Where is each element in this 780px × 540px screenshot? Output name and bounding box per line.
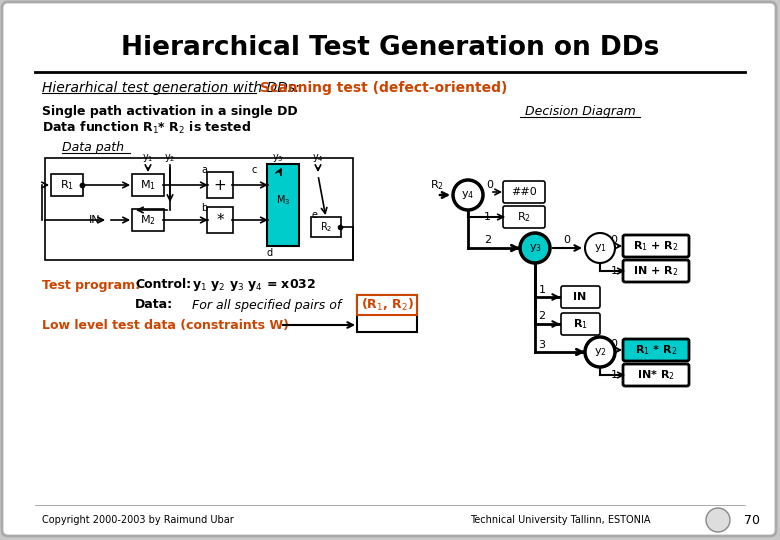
- Text: Low level test data (constraints W): Low level test data (constraints W): [42, 319, 289, 332]
- Text: 0: 0: [563, 235, 570, 245]
- Text: c: c: [252, 165, 257, 175]
- Text: M$_2$: M$_2$: [140, 213, 156, 227]
- Text: Test program:: Test program:: [42, 279, 140, 292]
- FancyBboxPatch shape: [561, 313, 600, 335]
- Text: IN: IN: [573, 292, 587, 302]
- FancyBboxPatch shape: [623, 339, 689, 361]
- Text: 1: 1: [611, 370, 618, 380]
- Text: Data function R$_1$* R$_2$ is tested: Data function R$_1$* R$_2$ is tested: [42, 120, 251, 136]
- FancyBboxPatch shape: [623, 260, 689, 282]
- Text: ##0: ##0: [511, 187, 537, 197]
- FancyBboxPatch shape: [623, 235, 689, 257]
- Text: Single path activation in a single DD: Single path activation in a single DD: [42, 105, 298, 118]
- Text: IN + R$_2$: IN + R$_2$: [633, 264, 679, 278]
- Text: R$_1$ + R$_2$: R$_1$ + R$_2$: [633, 239, 679, 253]
- FancyBboxPatch shape: [561, 286, 600, 308]
- FancyBboxPatch shape: [357, 295, 417, 332]
- Text: R$_2$: R$_2$: [320, 220, 332, 234]
- FancyBboxPatch shape: [503, 206, 545, 228]
- FancyBboxPatch shape: [132, 174, 164, 196]
- FancyBboxPatch shape: [311, 217, 341, 237]
- Text: d: d: [267, 248, 273, 258]
- FancyBboxPatch shape: [357, 295, 417, 315]
- FancyBboxPatch shape: [132, 209, 164, 231]
- Circle shape: [585, 337, 615, 367]
- Text: 0: 0: [611, 339, 618, 349]
- Text: (R$_1$, R$_2$): (R$_1$, R$_2$): [360, 297, 413, 313]
- Circle shape: [706, 508, 730, 532]
- Text: y$_2$: y$_2$: [594, 346, 606, 358]
- Text: 1: 1: [611, 266, 618, 276]
- Text: e: e: [312, 210, 318, 220]
- Text: 70: 70: [744, 514, 760, 526]
- Text: Data:: Data:: [135, 299, 173, 312]
- Text: Technical University Tallinn, ESTONIA: Technical University Tallinn, ESTONIA: [470, 515, 651, 525]
- Text: 1: 1: [538, 285, 545, 295]
- Text: R$_1$: R$_1$: [60, 178, 74, 192]
- Text: Control:: Control:: [135, 279, 191, 292]
- Circle shape: [585, 233, 615, 263]
- Text: y$_1$: y$_1$: [594, 242, 607, 254]
- FancyBboxPatch shape: [207, 172, 233, 198]
- Text: R$_2$: R$_2$: [430, 178, 444, 192]
- Circle shape: [520, 233, 550, 263]
- Text: R$_1$ * R$_2$: R$_1$ * R$_2$: [635, 343, 677, 357]
- Text: 2: 2: [538, 311, 545, 321]
- Text: M$_1$: M$_1$: [140, 178, 156, 192]
- Text: *: *: [216, 213, 224, 227]
- Text: y$_3$: y$_3$: [529, 242, 541, 254]
- Text: 1: 1: [484, 212, 491, 222]
- Text: Hierarhical test generation with DDs:: Hierarhical test generation with DDs:: [42, 81, 300, 95]
- Text: IN* R$_2$: IN* R$_2$: [637, 368, 675, 382]
- Text: +: +: [214, 178, 226, 192]
- Text: R$_2$: R$_2$: [517, 210, 531, 224]
- Text: Copyright 2000-2003 by Raimund Ubar: Copyright 2000-2003 by Raimund Ubar: [42, 515, 234, 525]
- Text: 0: 0: [487, 180, 494, 190]
- FancyBboxPatch shape: [207, 207, 233, 233]
- Circle shape: [453, 180, 483, 210]
- Text: Data path: Data path: [62, 141, 124, 154]
- Text: IN: IN: [89, 215, 101, 225]
- FancyBboxPatch shape: [623, 364, 689, 386]
- Bar: [45, 158, 353, 260]
- Text: M$_3$: M$_3$: [276, 193, 290, 207]
- Text: y$_1$ y$_2$ y$_3$ y$_4$ = x032: y$_1$ y$_2$ y$_3$ y$_4$ = x032: [192, 277, 316, 293]
- Text: Scanning test (defect-oriented): Scanning test (defect-oriented): [260, 81, 507, 95]
- Text: R$_1$: R$_1$: [573, 317, 587, 331]
- Text: 0: 0: [611, 235, 618, 245]
- Text: For all specified pairs of: For all specified pairs of: [192, 299, 342, 312]
- Text: 3: 3: [538, 340, 545, 350]
- Text: 2: 2: [484, 235, 491, 245]
- Text: b: b: [200, 203, 207, 213]
- FancyBboxPatch shape: [51, 174, 83, 196]
- Text: y$_2$: y$_2$: [165, 152, 176, 164]
- Text: a: a: [201, 165, 207, 175]
- Text: Decision Diagram: Decision Diagram: [525, 105, 636, 118]
- FancyBboxPatch shape: [503, 181, 545, 203]
- Text: y$_4$: y$_4$: [462, 189, 474, 201]
- Text: y$_3$: y$_3$: [272, 152, 284, 164]
- Text: Hierarchical Test Generation on DDs: Hierarchical Test Generation on DDs: [121, 35, 659, 61]
- Text: y$_1$: y$_1$: [142, 152, 154, 164]
- FancyBboxPatch shape: [267, 164, 299, 246]
- Text: y$_4$: y$_4$: [312, 152, 324, 164]
